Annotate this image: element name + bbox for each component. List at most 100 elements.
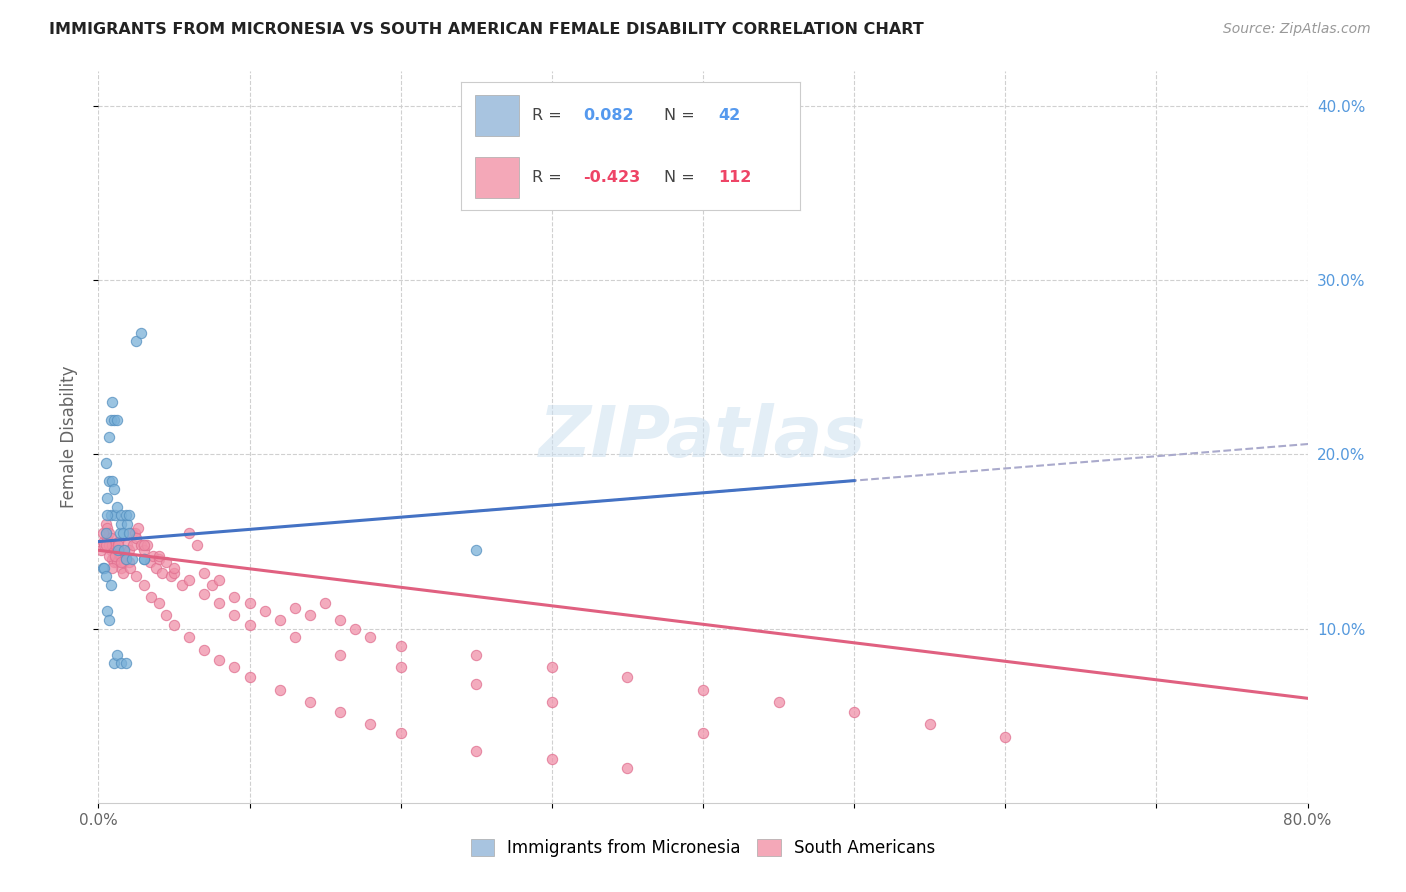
Point (122, 538, 145, 552)
Point (148, 595, 170, 609)
Point (110, 517, 132, 532)
Point (253, 604, 276, 618)
Point (170, 578, 193, 592)
Point (239, 618, 262, 632)
Point (114, 549, 136, 563)
Point (115, 538, 138, 552)
Point (193, 642, 215, 657)
Point (389, 660, 412, 674)
Point (124, 525, 146, 540)
Point (148, 552, 170, 566)
Point (111, 525, 134, 540)
Point (465, 677, 488, 691)
Text: ZIPatlas: ZIPatlas (540, 402, 866, 472)
Point (115, 517, 138, 532)
Point (98, 474, 121, 488)
Point (103, 556, 125, 570)
Point (360, 631, 382, 645)
Point (118, 525, 141, 540)
Point (129, 326, 152, 340)
Point (121, 525, 143, 540)
Point (100, 531, 122, 545)
Point (94, 525, 117, 540)
Point (299, 607, 322, 622)
Point (110, 508, 132, 523)
Point (103, 657, 125, 671)
Point (94, 525, 117, 540)
Point (98, 549, 121, 563)
Point (94, 456, 117, 470)
Point (465, 543, 488, 558)
Point (129, 538, 152, 552)
Point (155, 556, 177, 570)
Point (110, 657, 132, 671)
Point (163, 618, 186, 632)
Point (96, 508, 118, 523)
Point (96, 521, 118, 535)
Point (163, 566, 186, 580)
Point (125, 531, 148, 545)
Point (104, 538, 127, 552)
Point (114, 552, 136, 566)
Y-axis label: Female Disability: Female Disability (59, 366, 77, 508)
Point (111, 566, 134, 580)
Point (239, 670, 262, 684)
Point (186, 538, 208, 552)
Point (104, 549, 127, 563)
Point (179, 631, 201, 645)
Point (112, 556, 135, 570)
Point (360, 717, 382, 731)
Point (114, 552, 136, 566)
Point (193, 566, 215, 580)
Point (98, 613, 121, 627)
Point (994, 730, 1017, 744)
Point (104, 508, 127, 523)
Point (269, 682, 291, 697)
Point (100, 578, 122, 592)
Point (389, 726, 412, 740)
Point (616, 670, 638, 684)
Point (107, 538, 129, 552)
Point (918, 717, 941, 731)
Legend: Immigrants from Micronesia, South Americans: Immigrants from Micronesia, South Americ… (464, 832, 942, 864)
Point (329, 648, 352, 662)
Point (93, 538, 115, 552)
Point (96, 531, 118, 545)
Point (239, 595, 262, 609)
Point (104, 549, 127, 563)
Point (103, 412, 125, 426)
Point (94, 569, 117, 583)
Point (132, 538, 155, 552)
Point (540, 695, 562, 709)
Point (100, 508, 122, 523)
Point (110, 556, 132, 570)
Point (135, 538, 157, 552)
Point (101, 552, 124, 566)
Point (90, 543, 112, 558)
Point (314, 595, 336, 609)
Point (120, 560, 142, 574)
Point (98, 538, 121, 552)
Point (132, 552, 155, 566)
Point (100, 543, 122, 558)
Point (108, 525, 131, 540)
Point (163, 560, 186, 574)
Point (110, 549, 132, 563)
Point (121, 552, 143, 566)
Point (284, 600, 307, 615)
Point (208, 595, 231, 609)
Point (101, 474, 124, 488)
Point (145, 560, 167, 574)
Point (98, 430, 121, 444)
Point (114, 657, 136, 671)
Point (105, 500, 128, 514)
Point (118, 508, 141, 523)
Point (110, 560, 132, 574)
Point (616, 761, 638, 775)
Point (139, 556, 162, 570)
Point (692, 682, 714, 697)
Point (125, 334, 148, 349)
Point (125, 569, 148, 583)
Point (105, 412, 128, 426)
Point (269, 613, 291, 627)
